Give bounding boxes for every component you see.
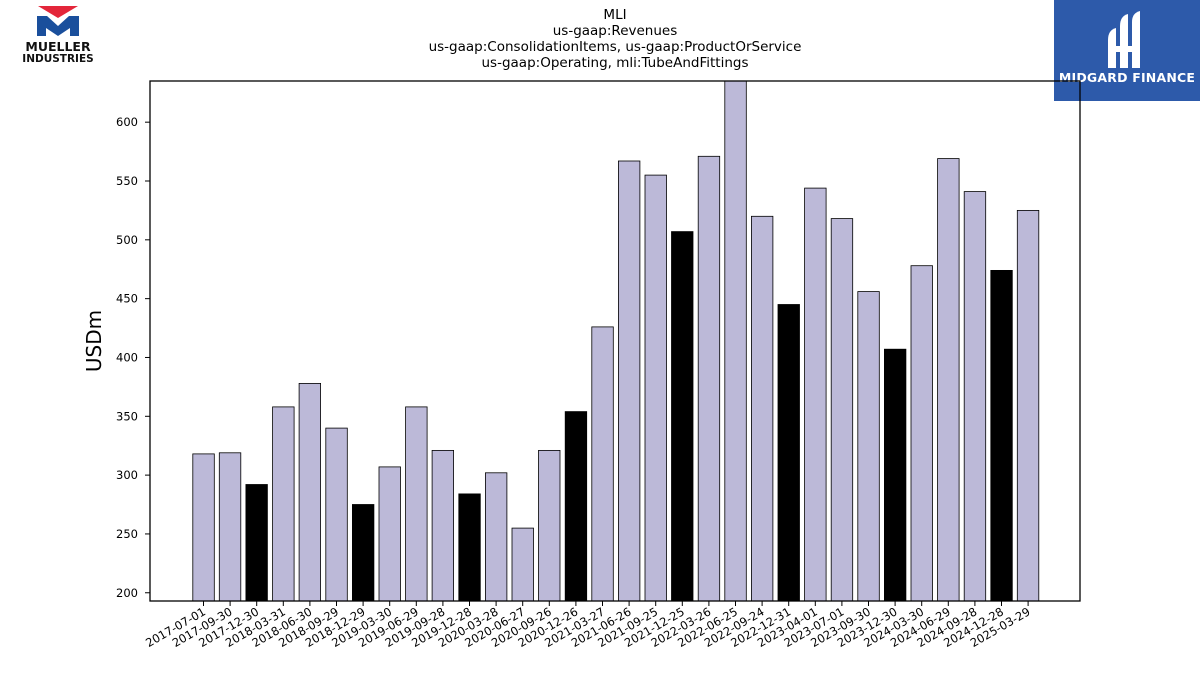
bar-2023-09-30	[857, 291, 880, 601]
midgard-logo-text: MIDGARD FINANCE	[1058, 70, 1196, 85]
logo-red-chevron	[38, 6, 78, 18]
bar-2019-03-30	[378, 466, 401, 601]
bar-2024-03-30	[910, 265, 933, 601]
logo-line1: MUELLER	[25, 39, 91, 54]
y-tick-label: 500	[116, 233, 138, 247]
bar-2022-12-31	[777, 304, 800, 601]
y-axis-label: USDm	[82, 310, 106, 372]
bar-2022-09-24	[751, 215, 774, 601]
plot-frame	[149, 80, 1081, 602]
title-line-3: us-gaap:ConsolidationItems, us-gaap:Prod…	[428, 39, 802, 55]
y-tick-label: 400	[116, 350, 138, 364]
bar-2017-07-01	[192, 453, 215, 601]
bar-2024-09-28	[963, 191, 987, 601]
title-line-4: us-gaap:Operating, mli:TubeAndFittings	[481, 55, 749, 71]
y-tick-label: 550	[116, 174, 138, 188]
bar-2021-06-26	[618, 160, 641, 601]
bar-2021-12-25	[671, 231, 694, 601]
bar-2021-03-27	[591, 326, 614, 601]
bar-2021-09-25	[644, 174, 667, 601]
bar-2022-03-26	[697, 155, 721, 601]
y-tick-label: 250	[116, 527, 138, 541]
title-line-1: MLI	[603, 7, 627, 23]
bar-2022-06-25	[724, 81, 747, 601]
y-tick-label: 200	[116, 586, 138, 600]
y-tick-label: 300	[116, 468, 138, 482]
logo-blue-m	[37, 16, 79, 36]
bar-2024-06-29	[937, 158, 960, 601]
bar-2018-03-31	[272, 406, 295, 601]
bar-2023-12-30	[884, 348, 907, 601]
bar-2017-09-30	[218, 452, 242, 601]
bar-2023-07-01	[830, 218, 854, 601]
bar-2020-06-27	[511, 527, 534, 601]
title-line-2: us-gaap:Revenues	[552, 23, 678, 39]
bar-2020-12-26	[564, 411, 588, 601]
bar-2025-03-29	[1016, 209, 1040, 601]
bar-2020-09-26	[538, 449, 561, 601]
bar-2024-12-28	[990, 269, 1013, 601]
bar-2023-04-01	[804, 187, 827, 601]
bar-2018-06-30	[298, 382, 322, 601]
bar-2019-06-29	[405, 406, 428, 601]
mueller-industries-logo: MUELLER INDUSTRIES	[22, 6, 94, 65]
y-tick-label: 350	[116, 409, 138, 423]
midgard-finance-logo: MIDGARD FINANCE	[1054, 0, 1200, 101]
logo-line2: INDUSTRIES	[22, 53, 93, 65]
y-tick-label: 450	[116, 292, 138, 306]
bar-2018-12-29	[351, 504, 375, 601]
bar-2017-12-30	[245, 484, 268, 601]
bar-2018-09-29	[325, 427, 348, 601]
chart-title: MLI us-gaap:Revenues us-gaap:Consolidati…	[150, 7, 1080, 71]
bar-2019-09-28	[431, 449, 455, 601]
midgard-mark-icon	[1108, 11, 1140, 68]
y-tick-label: 600	[116, 115, 138, 129]
bar-2019-12-28	[458, 493, 481, 601]
bar-2020-03-28	[484, 472, 508, 601]
